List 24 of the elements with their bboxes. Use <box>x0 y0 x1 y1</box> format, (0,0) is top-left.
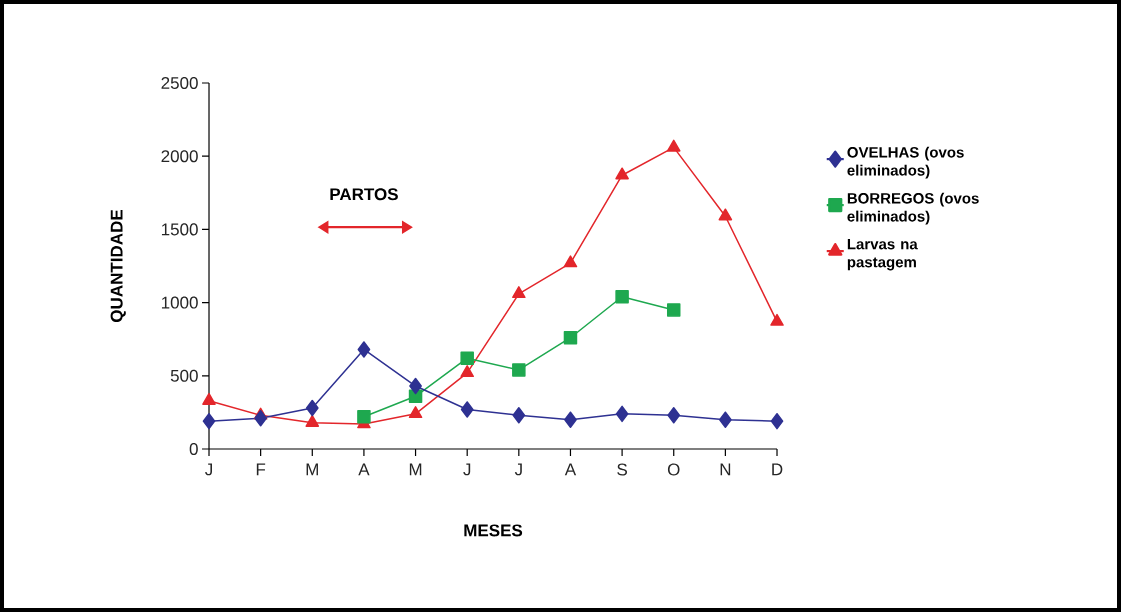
legend-label: BORREGOS (ovos eliminados) <box>847 192 979 225</box>
x-tick-label: S <box>617 463 627 476</box>
x-tick-label: J <box>463 463 471 476</box>
x-tick-label: D <box>772 463 783 476</box>
legend-label: Larvas na pastagem <box>847 238 918 271</box>
y-axis-title: QUANTIDADE <box>110 210 126 322</box>
x-tick-label: J <box>514 463 522 476</box>
y-tick-label: 2000 <box>161 150 198 163</box>
x-tick-label: N <box>720 463 731 476</box>
x-tick-label: A <box>564 463 577 476</box>
x-tick-label: A <box>358 463 370 476</box>
x-tick-label: F <box>256 463 266 476</box>
y-tick-label: 500 <box>170 369 198 382</box>
x-tick-label: M <box>306 463 318 476</box>
x-tick-label: J <box>205 463 212 476</box>
y-tick-label: 1500 <box>161 223 198 236</box>
y-tick-label: 2500 <box>161 76 198 90</box>
y-tick-label: 0 <box>189 442 198 456</box>
x-axis-title: MESES <box>464 524 523 537</box>
y-tick-label: 1000 <box>161 296 198 309</box>
x-tick-label: M <box>409 463 422 476</box>
annotation: PARTOS <box>330 188 398 201</box>
x-tick-label: O <box>667 463 680 476</box>
legend-label: OVELHAS (ovos eliminados) <box>847 146 964 179</box>
